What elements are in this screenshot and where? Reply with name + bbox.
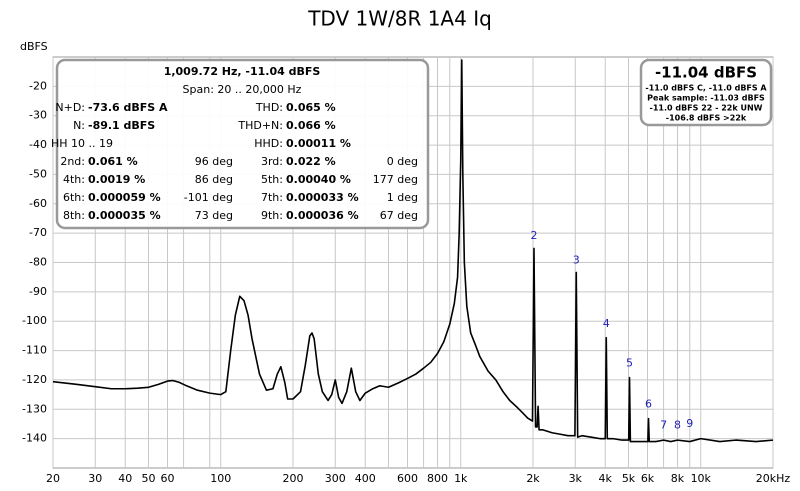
x-tick-label: 60 xyxy=(161,472,175,485)
x-tick-label: 200 xyxy=(283,472,304,485)
harmonic-value: 0.061 % xyxy=(88,155,138,168)
harmonic-phase: -101 deg xyxy=(184,191,233,204)
harmonic-phase: 96 deg xyxy=(195,155,233,168)
x-tick-label: 800 xyxy=(427,472,448,485)
info-label: THD+N: xyxy=(237,119,283,132)
harmonic-label: 3 xyxy=(573,253,580,266)
x-tick-label: 1k xyxy=(454,472,468,485)
harmonic-label: 9 xyxy=(686,417,693,430)
level-line: -11.0 dBFS C, -11.0 dBFS A xyxy=(645,84,767,93)
harmonic-phase: 177 deg xyxy=(373,173,418,186)
harmonic-value: 0.000036 % xyxy=(286,209,359,222)
x-tick-label: 20kHz xyxy=(756,472,791,485)
harmonic-value: 0.000035 % xyxy=(88,209,161,222)
harmonic-label: 5 xyxy=(626,356,633,369)
harmonic-value: 0.000059 % xyxy=(88,191,161,204)
x-tick-label: 10k xyxy=(691,472,712,485)
chart-title: TDV 1W/8R 1A4 Iq xyxy=(307,7,492,31)
info-box xyxy=(55,58,430,230)
harmonic-value: 0.00040 % xyxy=(286,173,351,186)
info-label: N: xyxy=(73,119,85,132)
y-tick-label: -100 xyxy=(22,314,47,327)
x-tick-label: 600 xyxy=(397,472,418,485)
harmonic-label: 6 xyxy=(645,398,652,411)
harmonic-phase: 67 deg xyxy=(380,209,418,222)
level-line: -106.8 dBFS >22k xyxy=(666,114,747,123)
spectrum-line xyxy=(52,59,774,443)
harmonic-name: 8th: xyxy=(63,209,85,222)
x-tick-label: 100 xyxy=(210,472,231,485)
harmonic-name: 3rd: xyxy=(261,155,283,168)
harmonic-phase: 86 deg xyxy=(195,173,233,186)
x-tick-label: 400 xyxy=(355,472,376,485)
x-tick-label: 3k xyxy=(569,472,583,485)
info-header: 1,009.72 Hz, -11.04 dBFS xyxy=(164,65,321,78)
y-axis-label: dBFS xyxy=(20,40,48,53)
x-tick-label: 30 xyxy=(88,472,102,485)
y-tick-label: -120 xyxy=(22,373,47,386)
harmonic-label: 2 xyxy=(530,229,537,242)
harmonic-name: 7th: xyxy=(261,191,283,204)
harmonic-value: 0.000033 % xyxy=(286,191,359,204)
harmonic-name: 9th: xyxy=(261,209,283,222)
y-tick-label: -110 xyxy=(22,344,47,357)
x-tick-label: 40 xyxy=(118,472,132,485)
harmonic-value: 0.022 % xyxy=(286,155,336,168)
x-tick-label: 300 xyxy=(325,472,346,485)
harmonic-label: 4 xyxy=(603,317,610,330)
harmonic-phase: 1 deg xyxy=(387,191,418,204)
level-line: Peak sample: -11.03 dBFS xyxy=(647,94,765,103)
harmonic-name: 2nd: xyxy=(60,155,85,168)
harmonic-phase: 0 deg xyxy=(387,155,418,168)
y-tick-label: -70 xyxy=(29,226,47,239)
harmonic-name: 4th: xyxy=(63,173,85,186)
info-label: HHD: xyxy=(254,137,283,150)
x-tick-label: 50 xyxy=(142,472,156,485)
y-tick-label: -140 xyxy=(22,432,47,445)
harmonic-value: 0.0019 % xyxy=(88,173,145,186)
y-tick-label: -50 xyxy=(29,167,47,180)
info-header: Span: 20 .. 20,000 Hz xyxy=(183,83,302,96)
level-main: -11.04 dBFS xyxy=(655,64,757,82)
x-tick-label: 8k xyxy=(671,472,685,485)
x-tick-label: 4k xyxy=(599,472,613,485)
info-value: 0.066 % xyxy=(286,119,336,132)
x-tick-label: 2k xyxy=(526,472,540,485)
info-label: HH 10 .. 19 xyxy=(51,137,113,150)
harmonic-phase: 73 deg xyxy=(195,209,233,222)
harmonic-name: 5th: xyxy=(261,173,283,186)
y-tick-label: -130 xyxy=(22,402,47,415)
box-text: 1,009.72 Hz, -11.04 dBFS Span: 20 .. 20,0… xyxy=(51,64,767,223)
level-box xyxy=(639,58,773,127)
level-line: -11.0 dBFS 22 - 22k UNW xyxy=(650,104,763,113)
harmonic-name: 6th: xyxy=(63,191,85,204)
y-tick-label: -80 xyxy=(29,256,47,269)
info-label: N+D: xyxy=(55,101,85,114)
info-label: THD: xyxy=(255,101,283,114)
x-tick-label: 6k xyxy=(641,472,655,485)
harmonic-label: 8 xyxy=(674,419,681,432)
y-tick-label: -30 xyxy=(29,109,47,122)
info-value: -73.6 dBFS A xyxy=(88,101,168,114)
marks xyxy=(52,59,774,443)
y-tick-label: -40 xyxy=(29,138,47,151)
x-tick-label: 5k xyxy=(622,472,636,485)
info-value: 0.065 % xyxy=(286,101,336,114)
x-tick-label: 20 xyxy=(46,472,60,485)
y-tick-label: -90 xyxy=(29,285,47,298)
y-tick-label: -20 xyxy=(29,79,47,92)
y-tick-label: -60 xyxy=(29,197,47,210)
info-value: 0.00011 % xyxy=(286,137,351,150)
info-value: -89.1 dBFS xyxy=(88,119,155,132)
harmonic-label: 7 xyxy=(660,419,667,432)
